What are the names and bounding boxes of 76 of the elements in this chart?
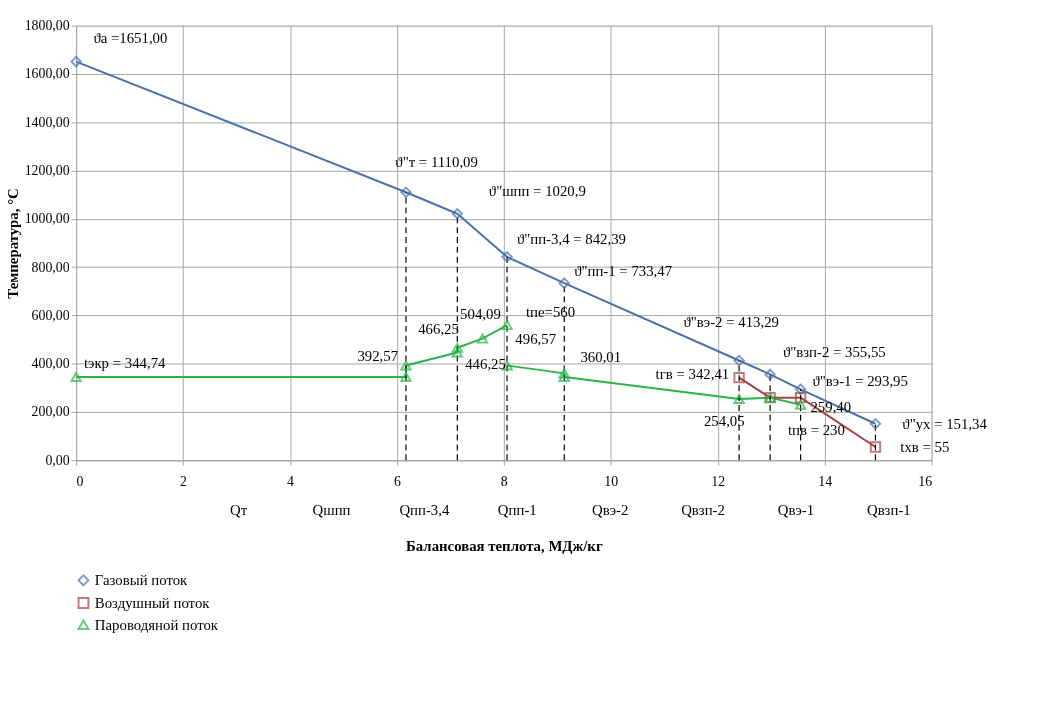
data-label: ϑ"ух = 151,34 — [902, 415, 988, 432]
legend-label: Воздушный поток — [94, 594, 211, 611]
text: Qшпп — [312, 501, 351, 518]
point — [869, 441, 882, 453]
point — [764, 368, 776, 381]
x-tick-label: 10 — [604, 474, 619, 490]
data-label: ϑ"пп-3,4 = 842,39 — [516, 231, 626, 248]
text: Qвзп-2 — [681, 501, 725, 518]
legend-label: Газовый поток — [94, 572, 189, 589]
point — [451, 342, 463, 353]
text: Qвзп-1 — [866, 501, 911, 518]
data-label: ϑ"вэ-2 = 413,29 — [683, 313, 779, 330]
y-tick-label: 600,00 — [31, 307, 70, 323]
point — [558, 372, 570, 383]
y-tick-label: 1000,00 — [24, 211, 70, 227]
x-tick-label: 8 — [500, 474, 508, 490]
x-tick-label: 2 — [180, 474, 188, 490]
data-label: ϑ"шпп = 1020,9 — [488, 182, 586, 199]
point — [70, 55, 82, 68]
point — [733, 393, 745, 404]
point — [733, 354, 745, 367]
text: Qт — [230, 501, 248, 518]
point — [400, 186, 412, 198]
x-tick-label: 0 — [76, 474, 84, 490]
point — [501, 320, 513, 331]
x-tick-label: 12 — [711, 474, 726, 490]
data-label: ϑ"взп-2 = 355,55 — [782, 343, 886, 360]
text: Qпп-3,4 — [399, 501, 450, 518]
data-label: ϑ"т = 1110,09 — [395, 153, 478, 170]
y-tick-label: 1600,00 — [24, 66, 70, 82]
y-tick-label: 400,00 — [31, 356, 70, 372]
data-label: 504,09 — [460, 305, 501, 322]
data-label: tэкр = 344,74 — [83, 355, 167, 372]
point — [794, 383, 807, 395]
annotation: 496,57 — [515, 330, 557, 347]
point — [501, 251, 513, 263]
x-tick-label: 14 — [818, 474, 833, 490]
data-label: ϑ"вэ-1 = 293,95 — [812, 373, 908, 390]
data-label: 254,05 — [703, 412, 745, 429]
y-tick-label: 0,00 — [45, 452, 70, 468]
point — [794, 391, 807, 404]
text: Qвэ-2 — [591, 501, 629, 518]
text: Qпп-1 — [497, 501, 537, 518]
x-tick-label: 16 — [918, 474, 933, 490]
point — [451, 347, 463, 358]
x-tick-label: 4 — [286, 474, 294, 490]
point — [70, 372, 82, 383]
data-label: 360,01 — [580, 348, 622, 365]
legend-label: Пароводяной поток — [94, 616, 219, 633]
y-tick-label: 1800,00 — [24, 18, 70, 34]
data-label: tпв = 230 — [787, 422, 845, 439]
data-label: tпе=560 — [525, 304, 576, 321]
point — [451, 208, 463, 220]
point — [733, 371, 745, 384]
data-label: ϑ"пп-1 = 733,47 — [574, 263, 673, 280]
data-label: 466,25 — [418, 320, 459, 337]
point — [869, 418, 882, 430]
point — [558, 368, 570, 379]
y-tick-label: 200,00 — [31, 404, 70, 420]
point — [400, 372, 412, 383]
data-label: tхв = 55 — [900, 438, 950, 455]
y-tick-label: 800,00 — [31, 259, 70, 275]
point — [558, 277, 570, 289]
text: Qвэ-1 — [777, 501, 815, 518]
data-label: 446,25 — [465, 356, 506, 373]
data-label: tгв = 342,41 — [655, 365, 730, 382]
x-tick-label: 6 — [393, 474, 401, 490]
data-label: ϑa =1651,00 — [93, 29, 168, 46]
data-label: 392,57 — [357, 347, 399, 364]
y-axis-title: Температура, °С — [4, 188, 21, 299]
y-tick-label: 1400,00 — [24, 114, 70, 130]
point — [794, 399, 807, 410]
x-axis-title: Балансовая теплота, МДж/кг — [406, 537, 603, 554]
point — [476, 333, 489, 344]
y-tick-label: 1200,00 — [24, 162, 70, 178]
point — [400, 360, 412, 371]
